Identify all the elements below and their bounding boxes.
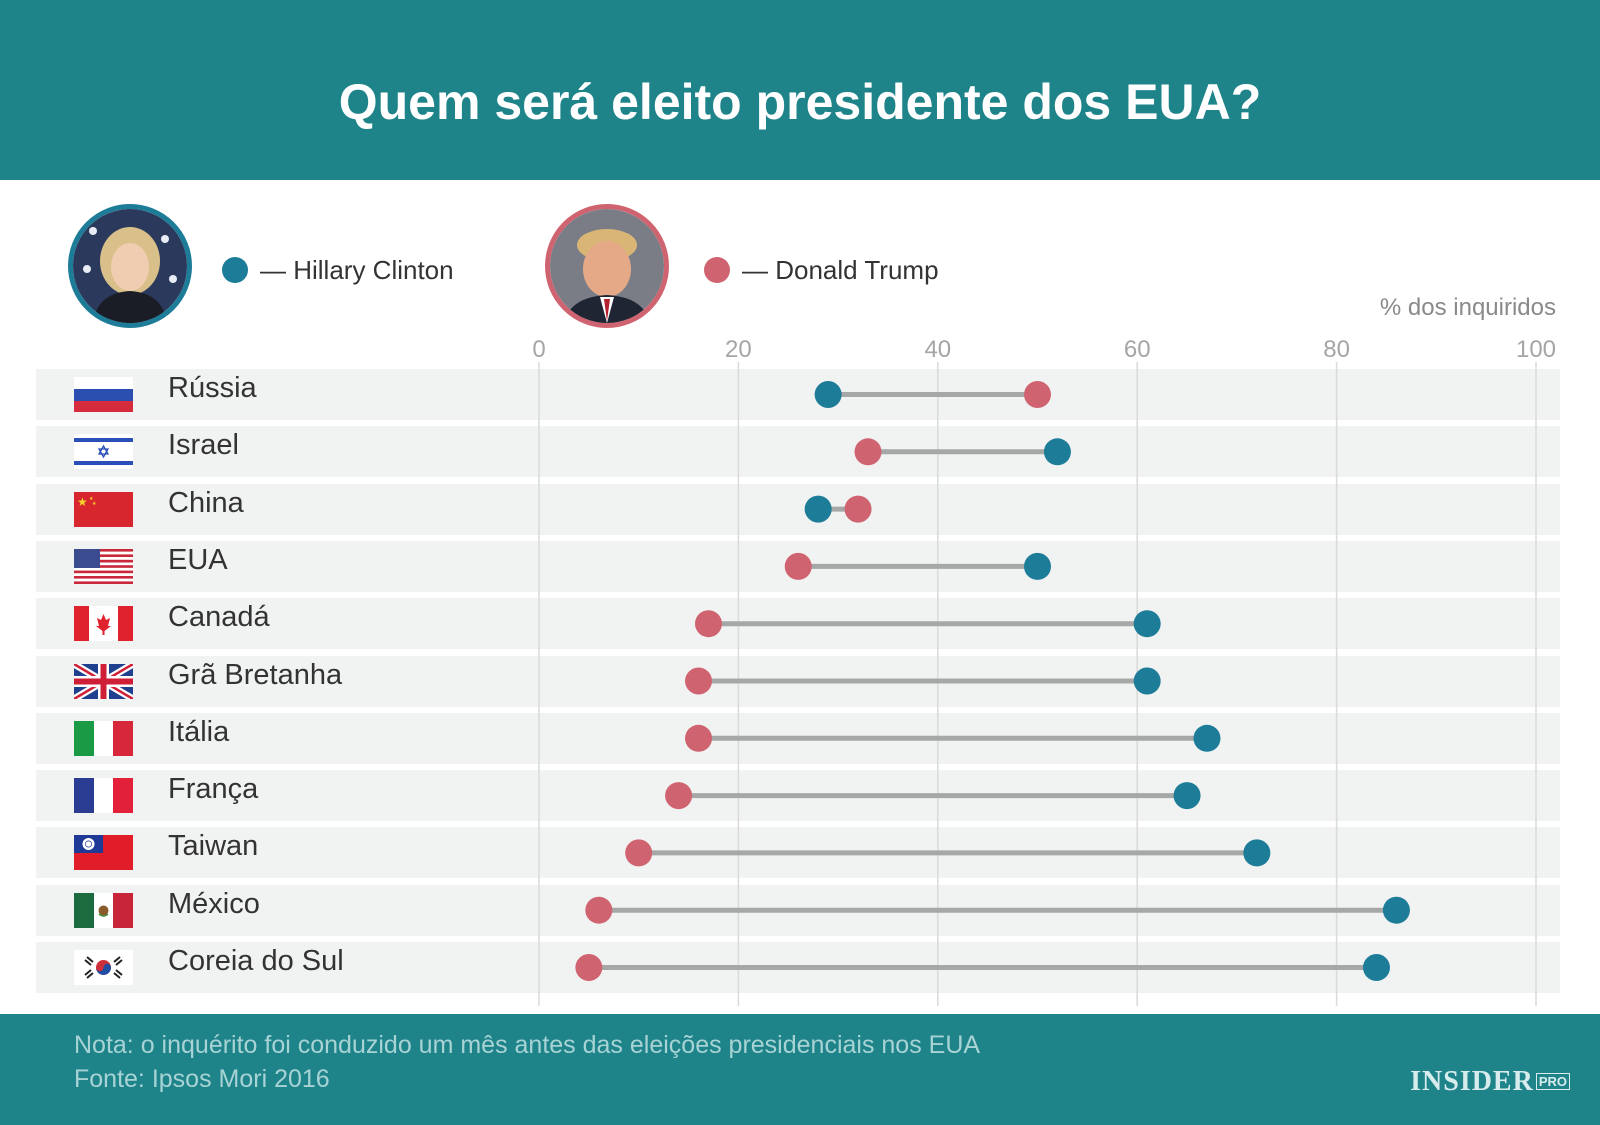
clinton-point: [804, 495, 832, 523]
trump-point: [625, 839, 653, 867]
trump-point: [854, 438, 882, 466]
dumbbell-chart: 0 20 40 60 80 100: [532, 336, 1556, 1006]
trump-point: [784, 552, 812, 580]
trump-point: [585, 896, 613, 924]
footer-note: Nota: o inquérito foi conduzido um mês a…: [74, 1031, 981, 1059]
trump-point: [665, 782, 693, 810]
clinton-point: [1043, 438, 1071, 466]
china-flag-icon: ★ ★ ★: [74, 491, 133, 527]
svg-text:★: ★: [77, 495, 88, 509]
canada-flag-icon: [74, 606, 133, 642]
hillary-clinton-portrait-icon: [68, 204, 192, 328]
clinton-legend-dot: [222, 257, 248, 283]
brand-logo: INSIDER PRO: [1410, 1066, 1570, 1098]
x-tick-label: 0: [532, 336, 545, 363]
category-label: Grã Bretanha: [168, 658, 343, 691]
x-axis-title: % dos inquiridos: [1379, 294, 1556, 321]
mexico-flag-icon: [74, 892, 133, 928]
trump-point: [844, 495, 872, 523]
italy-flag-icon: [74, 720, 133, 756]
clinton-point: [1382, 896, 1410, 924]
usa-flag-icon: [74, 548, 133, 584]
trump-point: [575, 954, 603, 981]
trump-legend-dot: [704, 257, 730, 283]
category-label: China: [168, 486, 244, 519]
clinton-point: [1133, 610, 1161, 638]
category-label: Rússia: [168, 372, 257, 404]
trump-legend-label: — Donald Trump: [742, 255, 939, 285]
chart-title: Quem será eleito presidente dos EUA?: [338, 74, 1262, 130]
category-label: EUA: [168, 543, 228, 576]
clinton-point: [1173, 782, 1201, 810]
clinton-point: [1024, 552, 1051, 580]
category-label: Canadá: [168, 601, 270, 634]
x-tick-label: 60: [1124, 336, 1151, 363]
footer-banner: Nota: o inquérito foi conduzido um mês a…: [0, 1014, 1600, 1125]
x-tick-label: 20: [725, 336, 752, 363]
clinton-point: [814, 381, 842, 408]
row-background: [36, 426, 1560, 478]
russia-flag-icon: [74, 377, 133, 412]
x-tick-label: 40: [924, 336, 951, 363]
taiwan-flag-icon: [74, 835, 133, 871]
clinton-legend-label: — Hillary Clinton: [260, 255, 454, 285]
header-banner: Quem será eleito presidente dos EUA?: [0, 0, 1600, 180]
donald-trump-portrait-icon: [545, 204, 669, 328]
clinton-point: [1362, 954, 1390, 981]
category-label: França: [168, 773, 259, 806]
category-label: Taiwan: [168, 830, 259, 863]
clinton-point: [1243, 839, 1271, 867]
trump-point: [694, 610, 722, 638]
category-label: Israel: [168, 429, 239, 462]
trump-point: [685, 667, 713, 695]
row-background: [36, 483, 1560, 535]
trump-point: [1024, 381, 1051, 408]
footer-source: Fonte: Ipsos Mori 2016: [74, 1065, 330, 1093]
israel-flag-icon: [74, 434, 133, 470]
row-background: [36, 369, 1560, 420]
trump-point: [685, 724, 713, 752]
france-flag-icon: [74, 778, 133, 814]
brand-text: INSIDER: [1410, 1066, 1534, 1097]
clinton-point: [1133, 667, 1161, 695]
x-tick-label: 80: [1323, 336, 1350, 363]
svg-text:★: ★: [92, 501, 97, 507]
svg-text:★: ★: [89, 496, 94, 502]
category-label: Coreia do Sul: [168, 945, 344, 977]
category-label: México: [168, 887, 260, 920]
south-korea-flag-icon: [74, 950, 133, 985]
x-tick-label: 100: [1516, 336, 1556, 363]
brand-suffix: PRO: [1535, 1073, 1570, 1090]
uk-flag-icon: [74, 663, 133, 699]
clinton-point: [1193, 724, 1221, 752]
category-label: Itália: [168, 715, 230, 748]
